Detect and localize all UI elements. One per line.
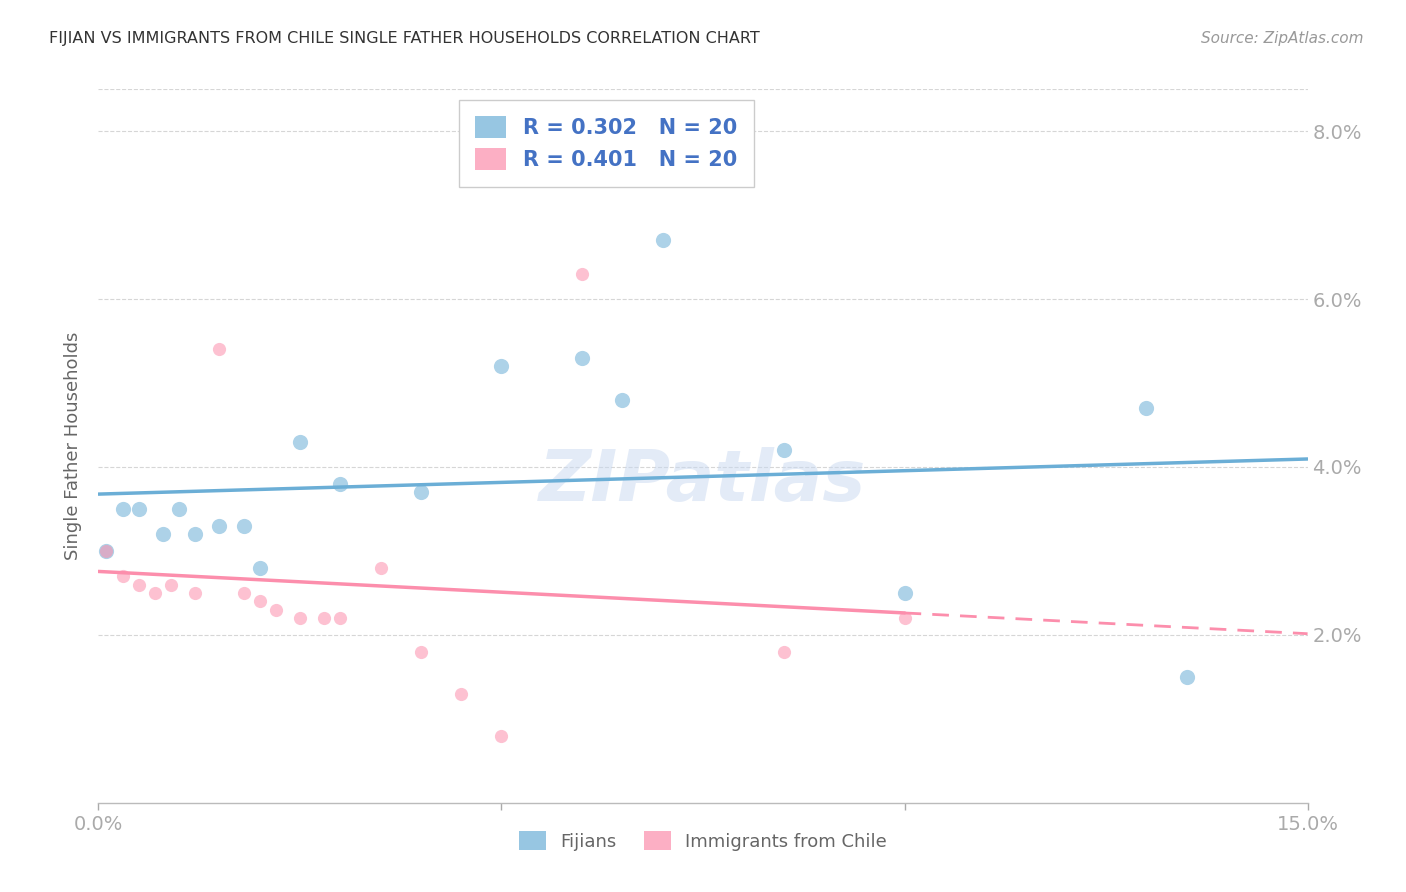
Point bbox=[1175, 670, 1198, 684]
Point bbox=[893, 611, 915, 625]
Point bbox=[772, 443, 794, 458]
Point bbox=[314, 611, 336, 625]
Point bbox=[232, 586, 254, 600]
Point bbox=[184, 527, 207, 541]
Point bbox=[1135, 401, 1157, 416]
Point bbox=[249, 560, 271, 574]
Point bbox=[571, 267, 593, 281]
Point bbox=[288, 611, 311, 625]
Point bbox=[143, 586, 166, 600]
Point bbox=[288, 434, 311, 449]
Point bbox=[208, 343, 231, 357]
Text: ZIPatlas: ZIPatlas bbox=[540, 447, 866, 516]
Point bbox=[571, 351, 593, 365]
Point bbox=[96, 544, 118, 558]
Point bbox=[208, 518, 231, 533]
Point bbox=[329, 611, 352, 625]
Point bbox=[264, 603, 287, 617]
Point bbox=[167, 502, 190, 516]
Y-axis label: Single Father Households: Single Father Households bbox=[63, 332, 82, 560]
Text: FIJIAN VS IMMIGRANTS FROM CHILE SINGLE FATHER HOUSEHOLDS CORRELATION CHART: FIJIAN VS IMMIGRANTS FROM CHILE SINGLE F… bbox=[49, 31, 761, 46]
Point bbox=[232, 518, 254, 533]
Point bbox=[612, 392, 634, 407]
Legend: Fijians, Immigrants from Chile: Fijians, Immigrants from Chile bbox=[512, 824, 894, 858]
Point bbox=[491, 359, 513, 374]
Point bbox=[128, 577, 150, 591]
Point bbox=[450, 687, 472, 701]
Point bbox=[651, 233, 673, 247]
Point bbox=[111, 502, 134, 516]
Point bbox=[160, 577, 183, 591]
Point bbox=[409, 645, 432, 659]
Point bbox=[370, 560, 392, 574]
Point bbox=[409, 485, 432, 500]
Point bbox=[491, 729, 513, 743]
Point bbox=[128, 502, 150, 516]
Point bbox=[111, 569, 134, 583]
Point bbox=[772, 645, 794, 659]
Point bbox=[249, 594, 271, 608]
Text: Source: ZipAtlas.com: Source: ZipAtlas.com bbox=[1201, 31, 1364, 46]
Point bbox=[893, 586, 915, 600]
Point bbox=[329, 476, 352, 491]
Point bbox=[152, 527, 174, 541]
Point bbox=[96, 544, 118, 558]
Point bbox=[184, 586, 207, 600]
